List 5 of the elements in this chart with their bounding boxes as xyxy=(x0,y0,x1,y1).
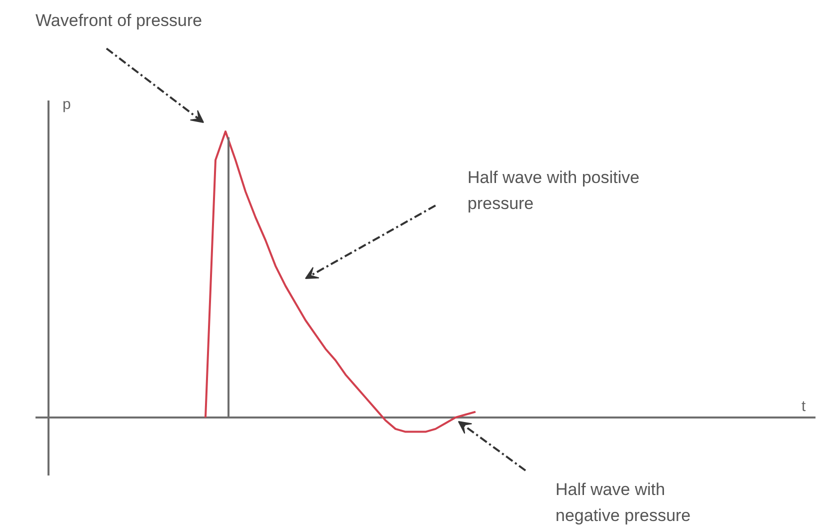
text: Half wave with negative pressure xyxy=(556,480,691,525)
annotation: Half wave with positive pressure xyxy=(468,168,640,213)
text: Wavefront of pressure xyxy=(36,11,202,30)
text: p xyxy=(62,96,71,113)
text: t xyxy=(802,398,806,415)
